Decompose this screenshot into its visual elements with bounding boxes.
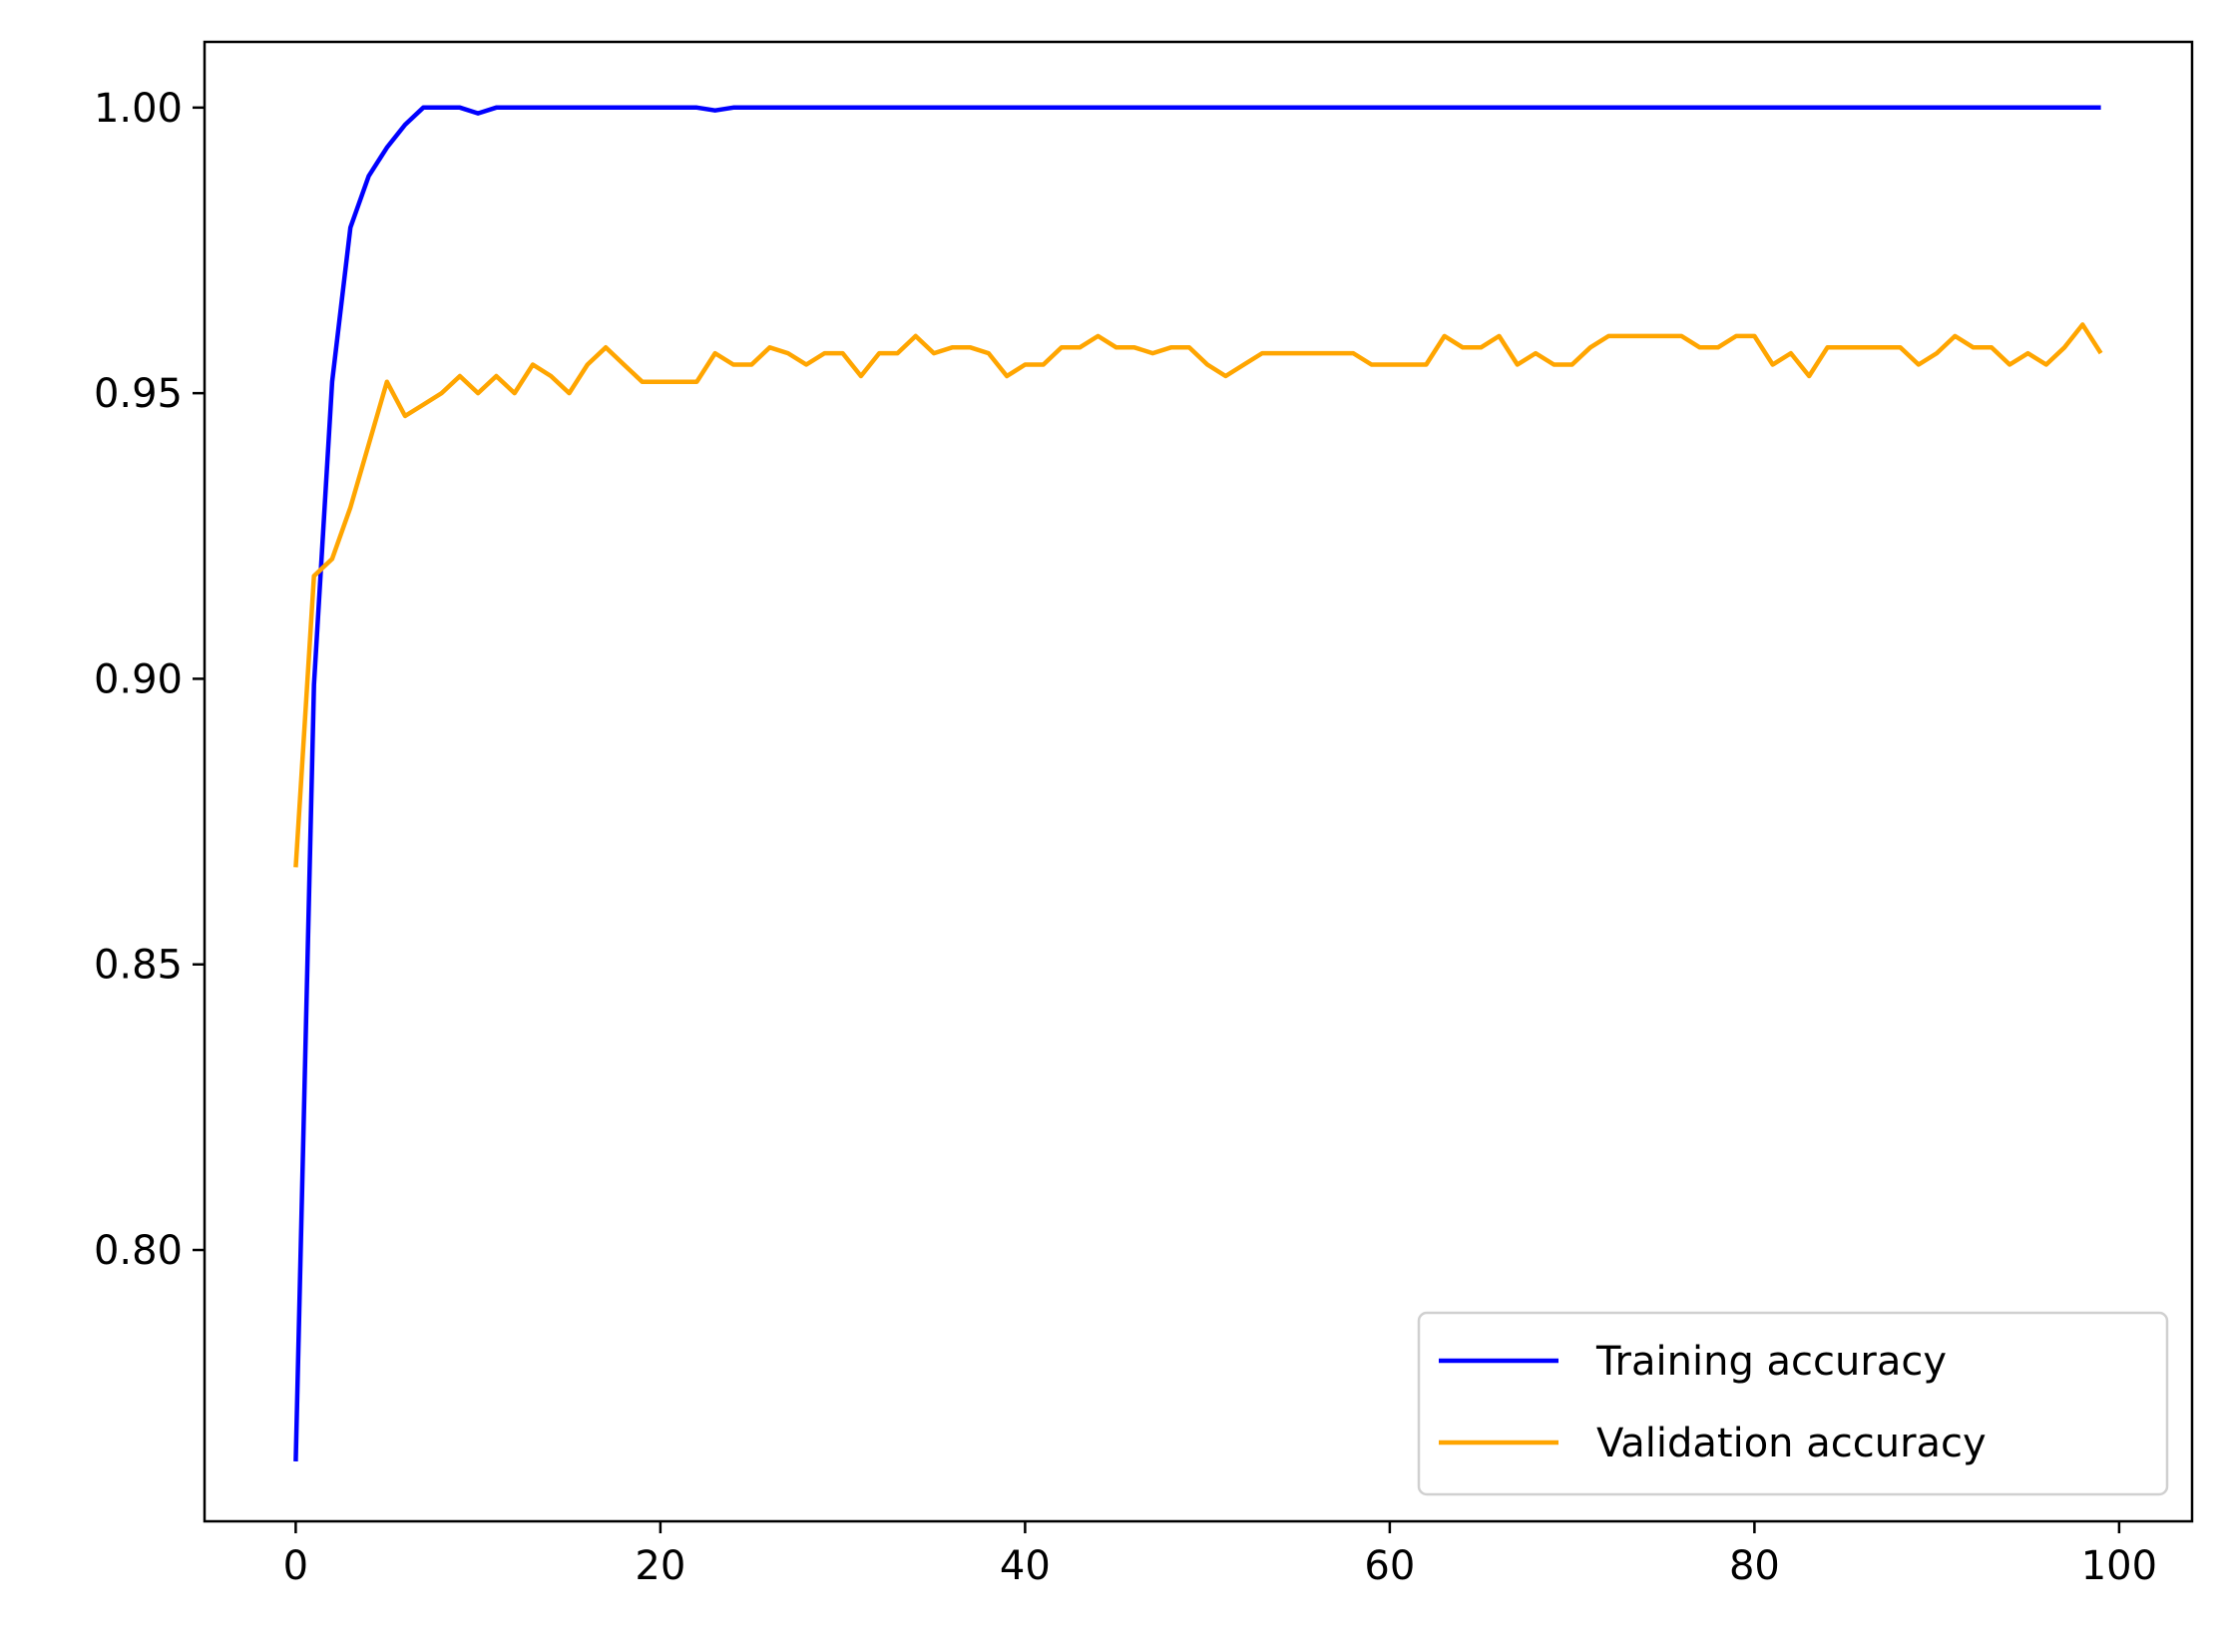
y-tick-label: 0.85 xyxy=(94,943,183,989)
x-tick-label: 80 xyxy=(1729,1543,1780,1589)
legend-label-validation: Validation accuracy xyxy=(1596,1421,1987,1466)
series-line-training xyxy=(293,105,2101,1461)
ticks-layer: 0 20 40 60 80 100 0.80 0.85 0.90 0.95 1.00 xyxy=(94,86,2157,1589)
x-tick-label: 40 xyxy=(1000,1543,1051,1589)
y-tick-label: 0.90 xyxy=(94,656,183,702)
series-line-validation xyxy=(293,322,2103,868)
x-tick-label: 60 xyxy=(1364,1543,1415,1589)
plot-area-frame xyxy=(203,40,2194,1523)
x-tick-label: 0 xyxy=(283,1543,308,1589)
series-layer xyxy=(293,105,2103,1461)
x-tick-label: 100 xyxy=(2081,1543,2157,1589)
legend-box xyxy=(1417,1311,2169,1496)
y-tick-label: 1.00 xyxy=(94,86,183,132)
legend: Training accuracy Validation accuracy xyxy=(1417,1311,2169,1496)
y-tick-label: 0.95 xyxy=(94,371,183,417)
legend-label-training: Training accuracy xyxy=(1595,1339,1947,1385)
x-tick-label: 20 xyxy=(635,1543,685,1589)
y-tick-label: 0.80 xyxy=(94,1228,183,1274)
